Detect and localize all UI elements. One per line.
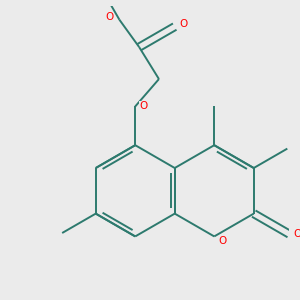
- Text: O: O: [140, 101, 148, 111]
- Text: O: O: [294, 229, 300, 239]
- Text: O: O: [218, 236, 227, 246]
- Text: O: O: [179, 19, 187, 29]
- Text: O: O: [106, 12, 114, 22]
